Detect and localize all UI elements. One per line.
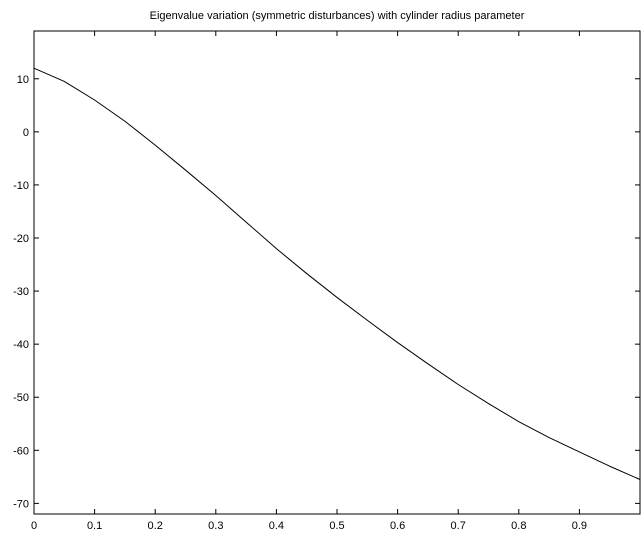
y-tick-label: -40 xyxy=(13,339,29,351)
x-tick-label: 0.9 xyxy=(572,520,587,532)
x-tick-label: 0.7 xyxy=(451,520,466,532)
x-tick-label: 0.6 xyxy=(390,520,405,532)
y-tick-label: -30 xyxy=(13,286,29,298)
y-tick-label: 10 xyxy=(17,74,29,86)
x-tick-label: 0 xyxy=(31,520,37,532)
plot-area-frame xyxy=(33,30,641,515)
data-series xyxy=(33,67,641,480)
axis-ticks xyxy=(33,31,640,514)
x-tick-label: 0.3 xyxy=(208,520,223,532)
y-tick-label: -50 xyxy=(13,392,29,404)
y-tick-label: -20 xyxy=(13,233,29,245)
y-tick-label: 0 xyxy=(23,127,29,139)
x-tick-label: 0.2 xyxy=(148,520,163,532)
x-tick-label: 0.4 xyxy=(269,520,284,532)
series-line-0 xyxy=(33,67,641,480)
axis-tick-labels: 0 0.1 0.2 0.3 0.4 0.5 0.6 0.7 0.8 0.9 10 0 -10 -20 -30… xyxy=(13,74,587,532)
x-tick-label: 0.1 xyxy=(87,520,102,532)
chart-title: Eigenvalue variation (symmetric disturba… xyxy=(150,10,525,22)
y-tick-label: -70 xyxy=(13,498,29,510)
x-tick-label: 0.5 xyxy=(329,520,344,532)
x-tick-label: 0.8 xyxy=(511,520,526,532)
y-tick-label: -10 xyxy=(13,180,29,192)
y-tick-label: -60 xyxy=(13,445,29,457)
